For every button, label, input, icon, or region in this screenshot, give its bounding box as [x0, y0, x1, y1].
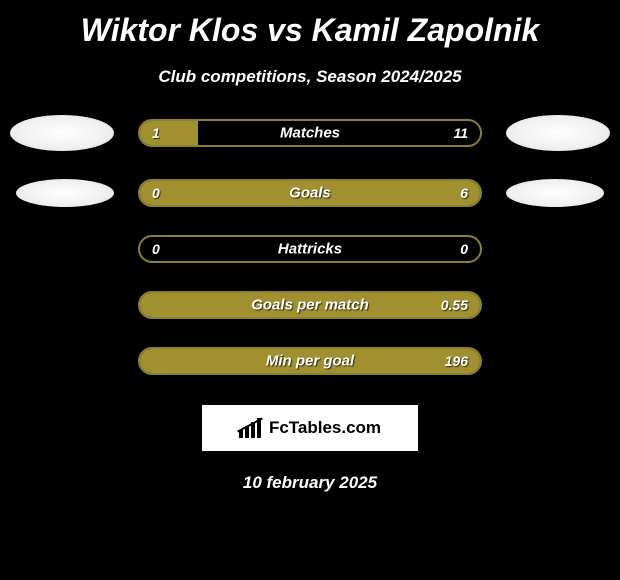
bar-fill-left [140, 121, 198, 145]
stat-bar: Goals per match 0.55 [138, 291, 482, 319]
player-avatar-left [10, 115, 114, 151]
stat-value-left: 0 [152, 241, 160, 257]
stat-bar: Min per goal 196 [138, 347, 482, 375]
stat-label: Goals per match [251, 297, 369, 314]
player-avatar-right [506, 179, 604, 207]
stat-label: Hattricks [278, 241, 342, 258]
stat-bar: 0 Hattricks 0 [138, 235, 482, 263]
stat-value-right: 0 [460, 241, 468, 257]
stat-value-right: 0.55 [441, 297, 468, 313]
stat-row: 0 Goals 6 [0, 179, 620, 207]
date-text: 10 february 2025 [0, 473, 620, 493]
stat-row: 1 Matches 11 [0, 115, 620, 151]
subtitle: Club competitions, Season 2024/2025 [0, 67, 620, 87]
stat-row: 0 Hattricks 0 [0, 235, 620, 263]
stat-row: Min per goal 196 [0, 347, 620, 375]
stat-label: Min per goal [266, 353, 354, 370]
player-avatar-right [506, 115, 610, 151]
page-title: Wiktor Klos vs Kamil Zapolnik [0, 0, 620, 49]
chart-icon [239, 418, 263, 438]
stat-value-left: 0 [152, 185, 160, 201]
stat-row: Goals per match 0.55 [0, 291, 620, 319]
stat-label: Matches [280, 125, 340, 142]
stat-value-left: 1 [152, 125, 160, 141]
stat-value-right: 11 [453, 125, 468, 141]
stat-label: Goals [289, 185, 331, 202]
stat-value-right: 196 [445, 353, 468, 369]
logo-box[interactable]: FcTables.com [202, 405, 418, 451]
player-avatar-left [16, 179, 114, 207]
stat-value-right: 6 [460, 185, 468, 201]
logo-text: FcTables.com [269, 418, 381, 438]
stat-bar: 1 Matches 11 [138, 119, 482, 147]
stat-bar: 0 Goals 6 [138, 179, 482, 207]
